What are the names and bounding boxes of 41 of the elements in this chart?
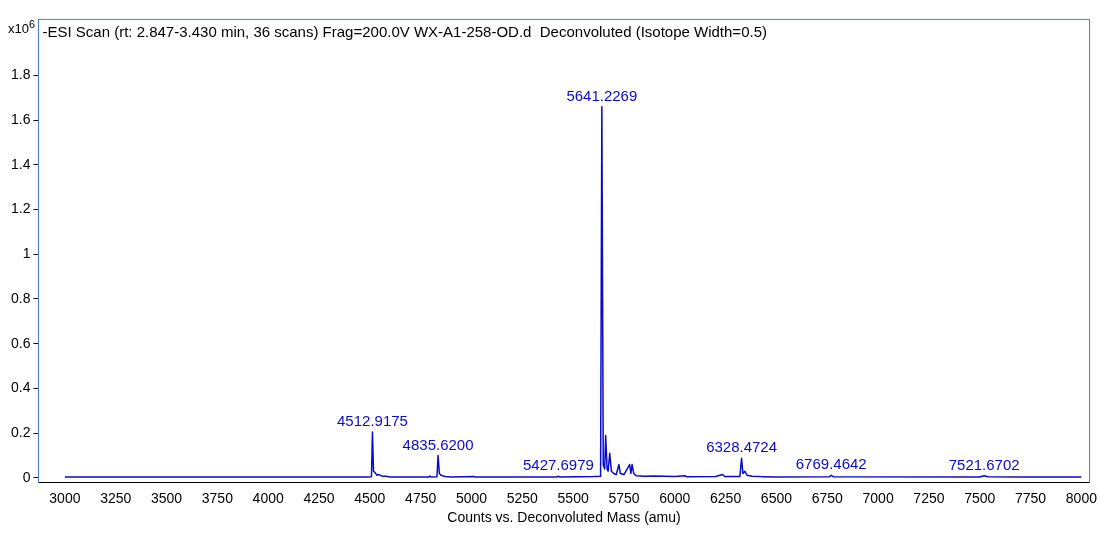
x-tick-label: 6750: [811, 489, 844, 506]
x-tick-label: 3250: [100, 489, 132, 506]
x-axis-title: Counts vs. Deconvoluted Mass (amu): [447, 509, 681, 526]
y-tick-label: 0.4: [10, 379, 31, 396]
y-tick-label: 0.2: [10, 424, 31, 441]
y-tick-label: 1.4: [10, 155, 31, 172]
y-tick-label: 1: [22, 245, 31, 262]
x-tick-label: 7500: [964, 489, 996, 506]
x-tick-label: 3000: [49, 489, 81, 506]
annotation: 5427.6979: [522, 456, 594, 474]
chart-title: -ESI Scan (rt: 2.847-3.430 min, 36 scans) Frag=200.0V WX-A1-258-OD.d Deconvoluted (Isotope Width=0.5): [42, 23, 767, 41]
x-tick-label: 5500: [557, 489, 589, 506]
y-tick-label: 0.6: [10, 334, 31, 351]
x-tick-label: 8000: [1065, 489, 1098, 506]
x-tick-label: 5250: [506, 489, 539, 506]
annotation: 5641.2269: [566, 86, 638, 104]
annotation: 7521.6702: [948, 455, 1020, 473]
x-tick-label: 7000: [862, 489, 894, 506]
annotation: 6328.4724: [706, 438, 778, 456]
annotation: 6769.4642: [795, 455, 867, 473]
x-tick-label: 3750: [201, 489, 234, 506]
x-tick-label: 3500: [150, 489, 183, 506]
y-tick-label: 1.8: [10, 66, 31, 83]
y-tick-label: 1.2: [10, 200, 31, 217]
x-tick-label: 7750: [1014, 489, 1047, 506]
y-tick-label: 0: [22, 468, 31, 485]
annotation: 4835.6200: [402, 435, 474, 453]
x-tick-label: 7250: [913, 489, 945, 506]
annotation: 4512.9175: [337, 412, 408, 430]
x-tick-label: 6250: [710, 489, 742, 506]
y-tick-label: 0.8: [10, 289, 31, 306]
x-tick-label: 4750: [405, 489, 437, 506]
x-tick-label: 5750: [608, 489, 640, 506]
x-tick-label: 4500: [354, 489, 386, 506]
x-tick-label: 4250: [303, 489, 335, 506]
y-tick-label: 1.6: [10, 110, 31, 127]
y-axis-title: x10$^{6}$: [8, 18, 35, 37]
x-tick-label: 5000: [455, 489, 488, 506]
x-tick-label: 4000: [252, 489, 284, 506]
x-tick-label: 6500: [760, 489, 793, 506]
x-tick-label: 6000: [659, 489, 691, 506]
